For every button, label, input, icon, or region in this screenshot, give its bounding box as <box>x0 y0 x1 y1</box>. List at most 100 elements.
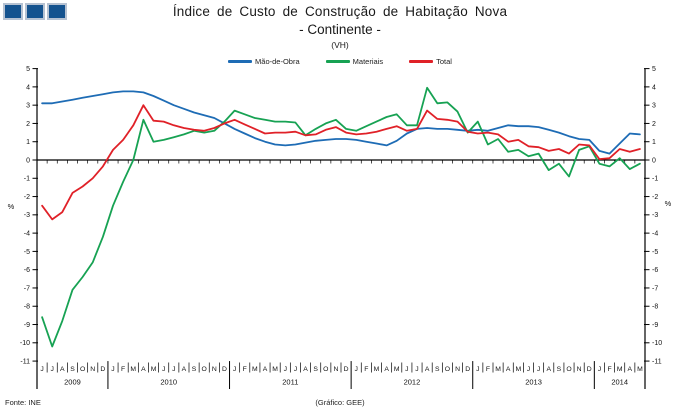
svg-text:4: 4 <box>652 84 656 91</box>
svg-text:-3: -3 <box>24 212 30 219</box>
svg-text:2009: 2009 <box>64 378 81 387</box>
svg-text:A: A <box>60 366 65 373</box>
svg-text:D: D <box>587 366 592 373</box>
svg-text:-10: -10 <box>652 340 662 347</box>
legend-label: Total <box>436 57 452 66</box>
svg-text:O: O <box>566 366 571 373</box>
svg-text:-3: -3 <box>652 212 658 219</box>
svg-text:M: M <box>394 366 400 373</box>
svg-text:N: N <box>212 366 217 373</box>
svg-text:J: J <box>354 366 357 373</box>
svg-text:-1: -1 <box>652 176 658 183</box>
svg-text:2014: 2014 <box>611 378 628 387</box>
y-tick-labels: 5 5 4 4 3 3 2 2 1 1 0 0 -1 -1 -2 -2 -3 -3 -4 -4 -5 -5 -6 -6 -7 -7… <box>8 66 672 365</box>
svg-text:-9: -9 <box>24 322 30 329</box>
svg-text:J: J <box>537 366 540 373</box>
svg-text:N: N <box>90 366 95 373</box>
y-axes <box>36 68 646 389</box>
svg-text:N: N <box>455 366 460 373</box>
svg-text:-8: -8 <box>24 304 30 311</box>
svg-text:-9: -9 <box>652 322 658 329</box>
svg-text:-1: -1 <box>24 176 30 183</box>
svg-text:2013: 2013 <box>525 378 542 387</box>
logo-square-icon <box>25 3 45 20</box>
svg-text:J: J <box>405 366 408 373</box>
svg-text:F: F <box>121 366 125 373</box>
svg-text:-6: -6 <box>24 267 30 274</box>
svg-text:1: 1 <box>26 139 30 146</box>
legend-item-mao-de-obra: Mão-de-Obra <box>228 57 300 66</box>
svg-text:5: 5 <box>652 66 656 73</box>
svg-text:S: S <box>192 366 197 373</box>
svg-text:S: S <box>435 366 440 373</box>
svg-text:M: M <box>637 366 643 373</box>
svg-text:O: O <box>445 366 450 373</box>
svg-text:O: O <box>202 366 207 373</box>
y-axis-unit-left: % <box>8 202 15 211</box>
svg-text:-5: -5 <box>24 249 30 256</box>
svg-text:J: J <box>50 366 53 373</box>
svg-text:-6: -6 <box>652 267 658 274</box>
svg-text:-4: -4 <box>24 231 30 238</box>
svg-text:J: J <box>111 366 114 373</box>
svg-text:F: F <box>607 366 611 373</box>
svg-text:-2: -2 <box>24 194 30 201</box>
svg-text:M: M <box>515 366 521 373</box>
zero-line <box>36 159 646 164</box>
svg-text:N: N <box>577 366 582 373</box>
svg-text:A: A <box>425 366 430 373</box>
svg-text:D: D <box>465 366 470 373</box>
legend-item-total: Total <box>409 57 452 66</box>
svg-text:J: J <box>476 366 479 373</box>
footer-source: Fonte: INE <box>5 398 41 407</box>
svg-text:M: M <box>617 366 623 373</box>
svg-text:-11: -11 <box>20 358 30 365</box>
svg-text:D: D <box>344 366 349 373</box>
svg-text:J: J <box>598 366 601 373</box>
legend-label: Materiais <box>352 57 384 66</box>
chart-subtitle: - Continente - <box>299 22 381 37</box>
svg-text:-2: -2 <box>652 194 658 201</box>
legend: Mão-de-Obra Materiais Total <box>0 57 680 66</box>
series-line-materiais <box>41 86 641 348</box>
svg-text:M: M <box>374 366 380 373</box>
svg-text:2: 2 <box>26 121 30 128</box>
svg-text:A: A <box>546 366 551 373</box>
svg-text:0: 0 <box>26 157 30 164</box>
svg-text:O: O <box>80 366 85 373</box>
svg-text:M: M <box>151 366 157 373</box>
three-squares-logo <box>3 3 67 20</box>
svg-text:2012: 2012 <box>404 378 421 387</box>
svg-text:-10: -10 <box>20 340 30 347</box>
svg-text:S: S <box>70 366 75 373</box>
series-line-total <box>41 104 641 221</box>
legend-label: Mão-de-Obra <box>255 57 300 66</box>
svg-text:A: A <box>141 366 146 373</box>
svg-text:-4: -4 <box>652 231 658 238</box>
svg-text:F: F <box>243 366 247 373</box>
svg-text:-7: -7 <box>24 285 30 292</box>
logo-square-icon <box>3 3 23 20</box>
svg-text:A: A <box>628 366 633 373</box>
svg-text:J: J <box>233 366 236 373</box>
svg-text:-7: -7 <box>652 285 658 292</box>
svg-text:M: M <box>252 366 258 373</box>
svg-text:J: J <box>172 366 175 373</box>
svg-text:A: A <box>303 366 308 373</box>
svg-text:3: 3 <box>652 103 656 110</box>
svg-text:M: M <box>495 366 501 373</box>
svg-text:2: 2 <box>652 121 656 128</box>
svg-text:2011: 2011 <box>282 378 298 387</box>
svg-text:3: 3 <box>26 103 30 110</box>
legend-line-swatch <box>228 60 253 63</box>
svg-text:A: A <box>263 366 268 373</box>
svg-text:J: J <box>40 366 43 373</box>
svg-text:N: N <box>333 366 338 373</box>
units-label: (VH) <box>331 40 349 50</box>
svg-text:J: J <box>294 366 297 373</box>
svg-text:A: A <box>506 366 511 373</box>
svg-text:-5: -5 <box>652 249 658 256</box>
legend-line-swatch <box>409 60 434 63</box>
